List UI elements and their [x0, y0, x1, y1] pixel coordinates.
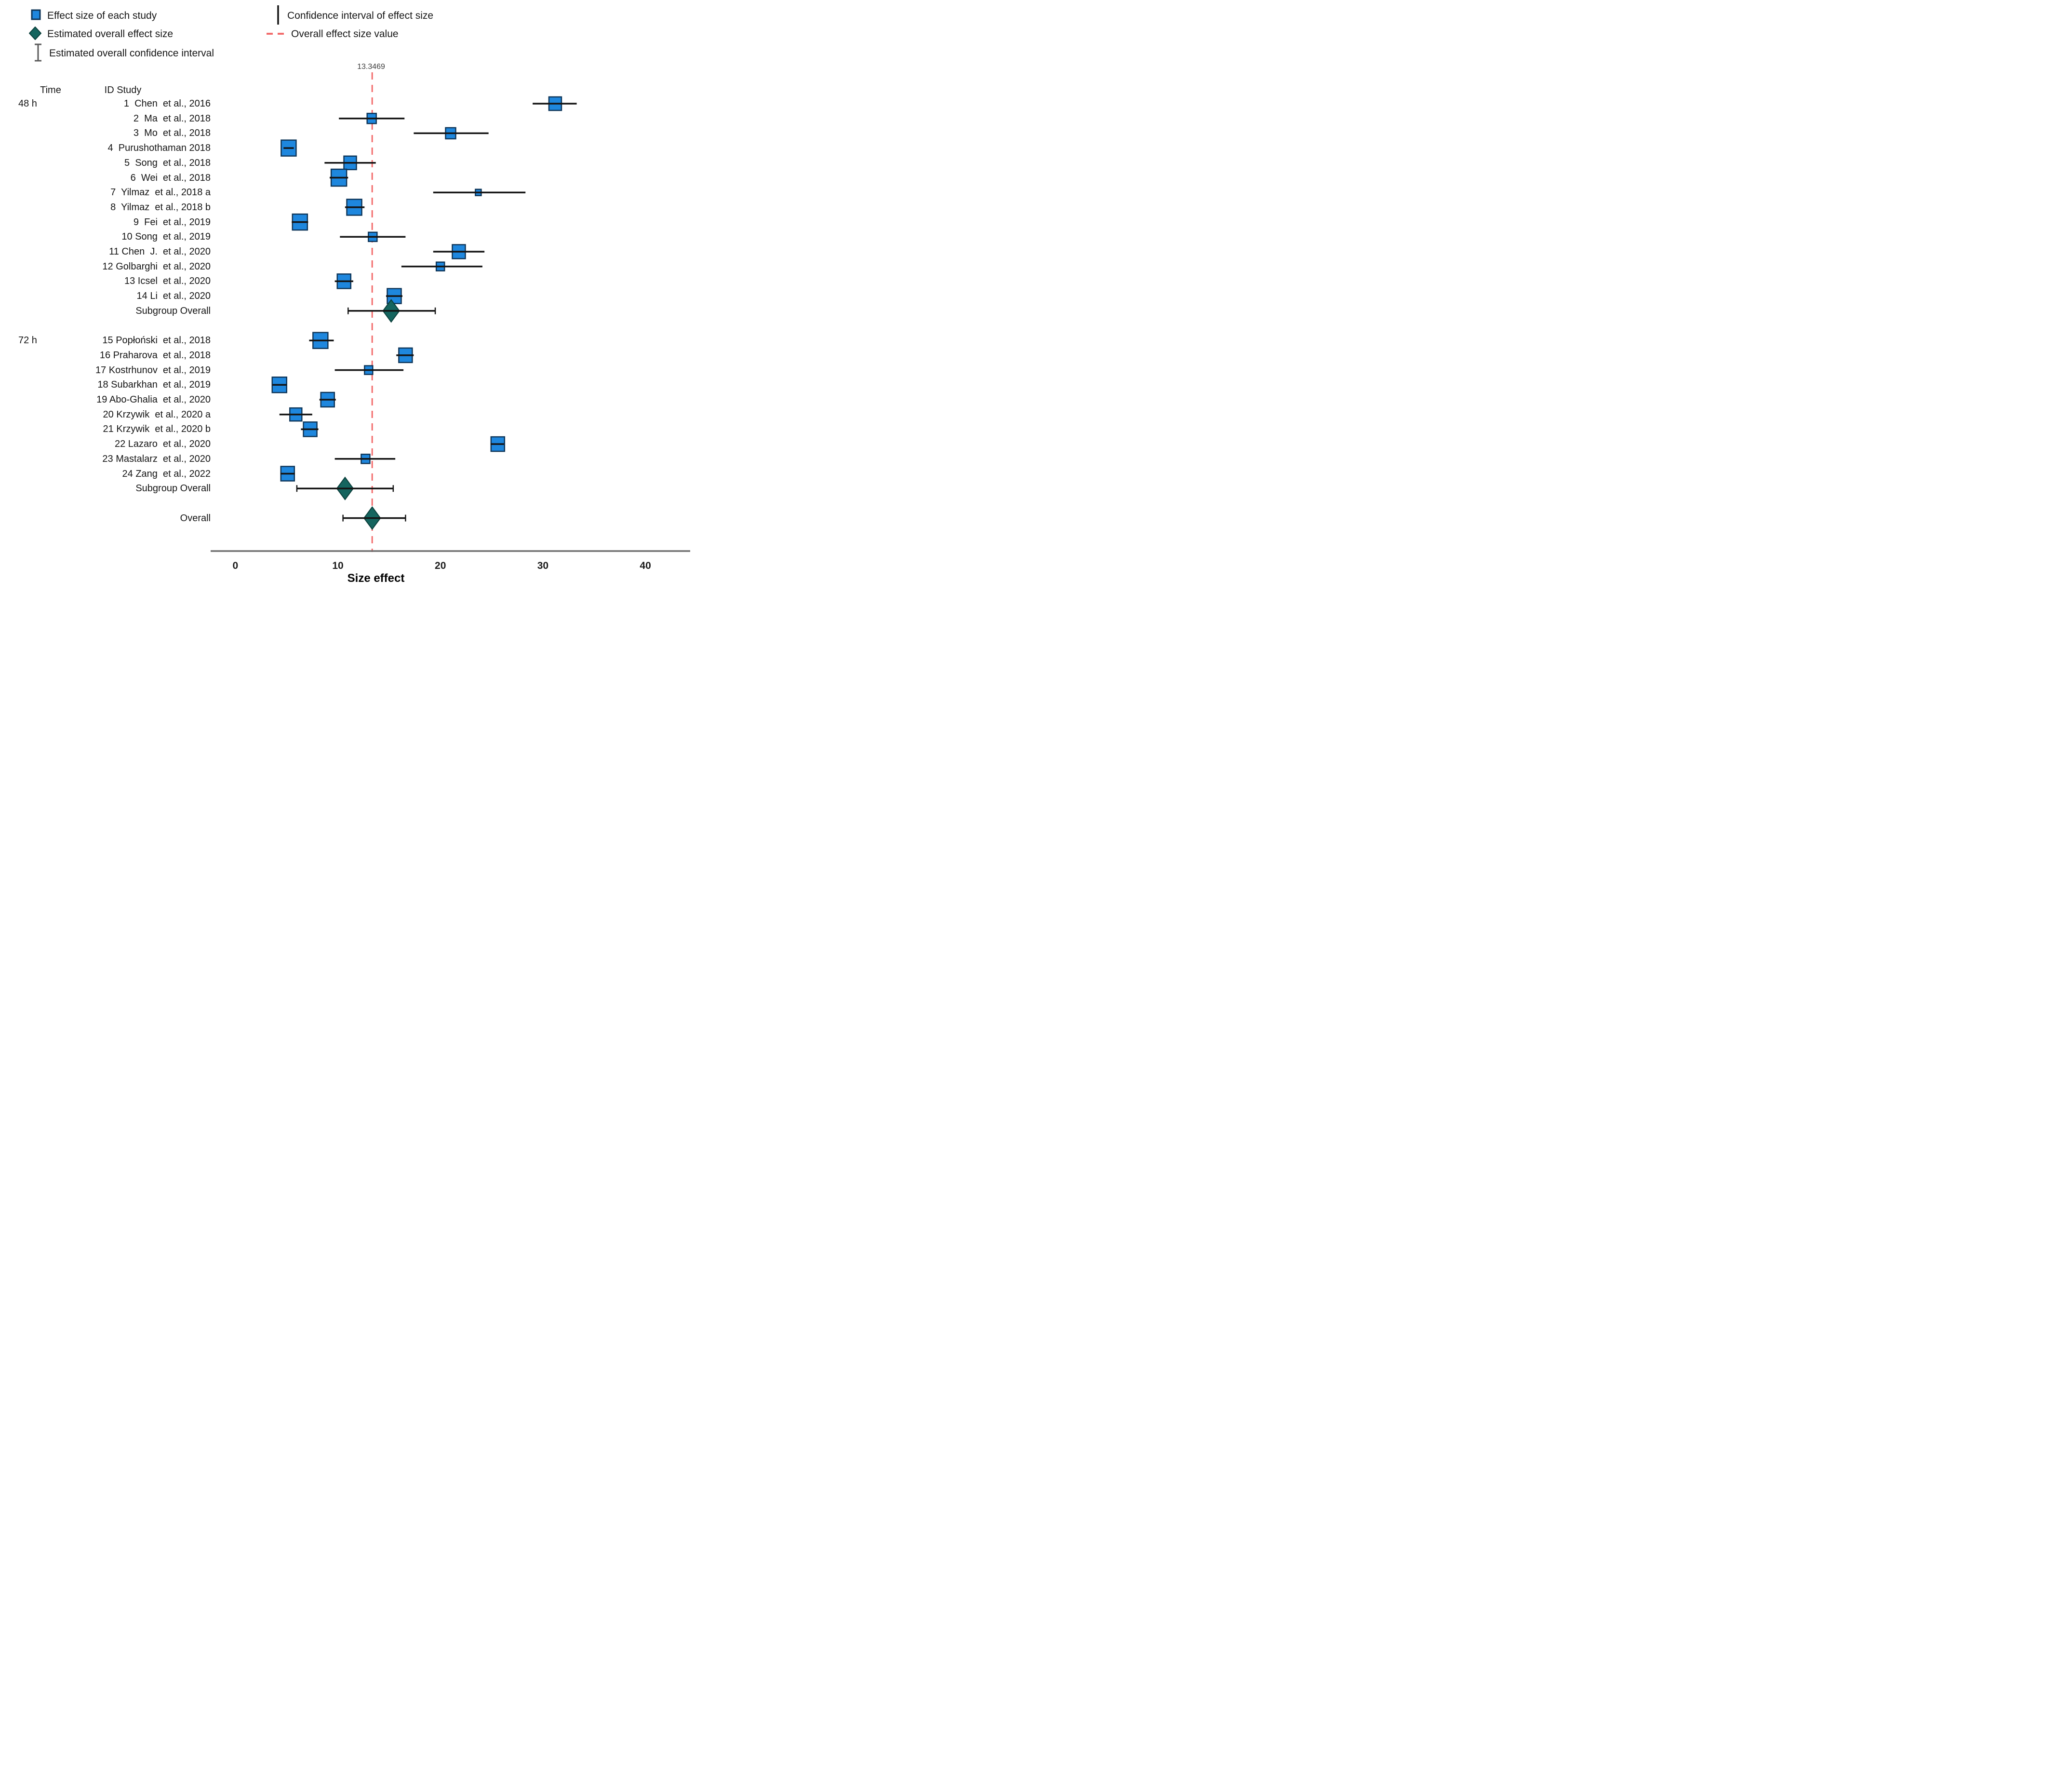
x-axis-tick-label: 40	[640, 560, 651, 571]
study-label: 23 Mastalarz et al., 2020	[102, 453, 211, 464]
summary-label: Subgroup Overall	[135, 483, 211, 494]
study-label: 22 Lazaro et al., 2020	[114, 439, 211, 450]
x-axis-tick-label: 30	[537, 560, 548, 571]
study-label: 11 Chen J. et al., 2020	[109, 246, 211, 257]
study-label: 9 Fei et al., 2019	[133, 216, 211, 228]
study-label: 12 Golbarghi et al., 2020	[102, 261, 211, 272]
study-label: 8 Yilmaz et al., 2018 b	[110, 202, 211, 213]
x-axis-tick-label: 10	[332, 560, 343, 571]
study-label: 20 Krzywik et al., 2020 a	[103, 409, 211, 420]
x-axis-title: Size effect	[347, 572, 405, 585]
x-axis-tick-label: 0	[232, 560, 238, 571]
legend-label: Overall effect size value	[291, 28, 399, 40]
red-dashed-line-icon	[266, 30, 285, 39]
legend-label: Effect size of each study	[47, 10, 157, 21]
study-label: 10 Song et al., 2019	[121, 231, 211, 243]
study-label: 16 Praharova et al., 2018	[99, 350, 211, 361]
time-group-label: 48 h	[18, 98, 37, 109]
x-axis-tick-label: 20	[435, 560, 446, 571]
study-label: 15 Popłoński et al., 2018	[102, 335, 211, 346]
study-label: 5 Song et al., 2018	[124, 157, 211, 168]
study-label: 7 Yilmaz et al., 2018 a	[110, 187, 211, 198]
legend-item-overall-value: Overall effect size value	[266, 28, 399, 40]
column-header-id-study: ID Study	[104, 85, 142, 95]
study-label: 24 Zang et al., 2022	[122, 468, 211, 479]
study-label: 14 Li et al., 2020	[136, 291, 211, 302]
teal-diamond-icon	[28, 26, 42, 42]
legend-label: Confidence interval of effect size	[287, 10, 434, 21]
summary-label: Subgroup Overall	[135, 305, 211, 316]
study-label: 2 Ma et al., 2018	[133, 113, 211, 124]
blue-square-icon	[31, 9, 41, 23]
study-label: 1 Chen et al., 2016	[123, 98, 211, 109]
overall-value-label: 13.3469	[357, 63, 385, 71]
study-label: 19 Abo-Ghalia et al., 2020	[96, 394, 211, 405]
vertical-line-icon	[275, 4, 281, 28]
forest-plot-svg: 0 10 20 30 40	[211, 72, 690, 571]
legend-label: Estimated overall confidence interval	[49, 48, 214, 59]
legend-item-study-ci: Confidence interval of effect size	[275, 5, 434, 25]
legend-label: Estimated overall effect size	[47, 28, 174, 40]
legend-item-overall-ci: Estimated overall confidence interval	[33, 43, 214, 61]
summary-label: Overall	[180, 512, 211, 524]
study-label: 18 Subarkhan et al., 2019	[97, 379, 211, 391]
legend-item-effect-size: Effect size of each study	[31, 9, 157, 23]
study-label: 4 Purushothaman 2018	[107, 143, 211, 154]
study-label: 3 Mo et al., 2018	[133, 128, 211, 139]
i-beam-icon	[33, 43, 43, 65]
study-label: 13 Icsel et al., 2020	[124, 276, 211, 287]
legend-item-overall-effect: Estimated overall effect size	[28, 26, 174, 42]
study-label: 6 Wei et al., 2018	[130, 172, 211, 183]
study-label: 17 Kostrhunov et al., 2019	[95, 364, 211, 376]
time-group-label: 72 h	[18, 335, 37, 346]
forest-plot-figure: Effect size of each study Estimated over…	[0, 0, 691, 588]
column-header-time: Time	[40, 85, 61, 95]
study-label: 21 Krzywik et al., 2020 b	[103, 424, 211, 435]
